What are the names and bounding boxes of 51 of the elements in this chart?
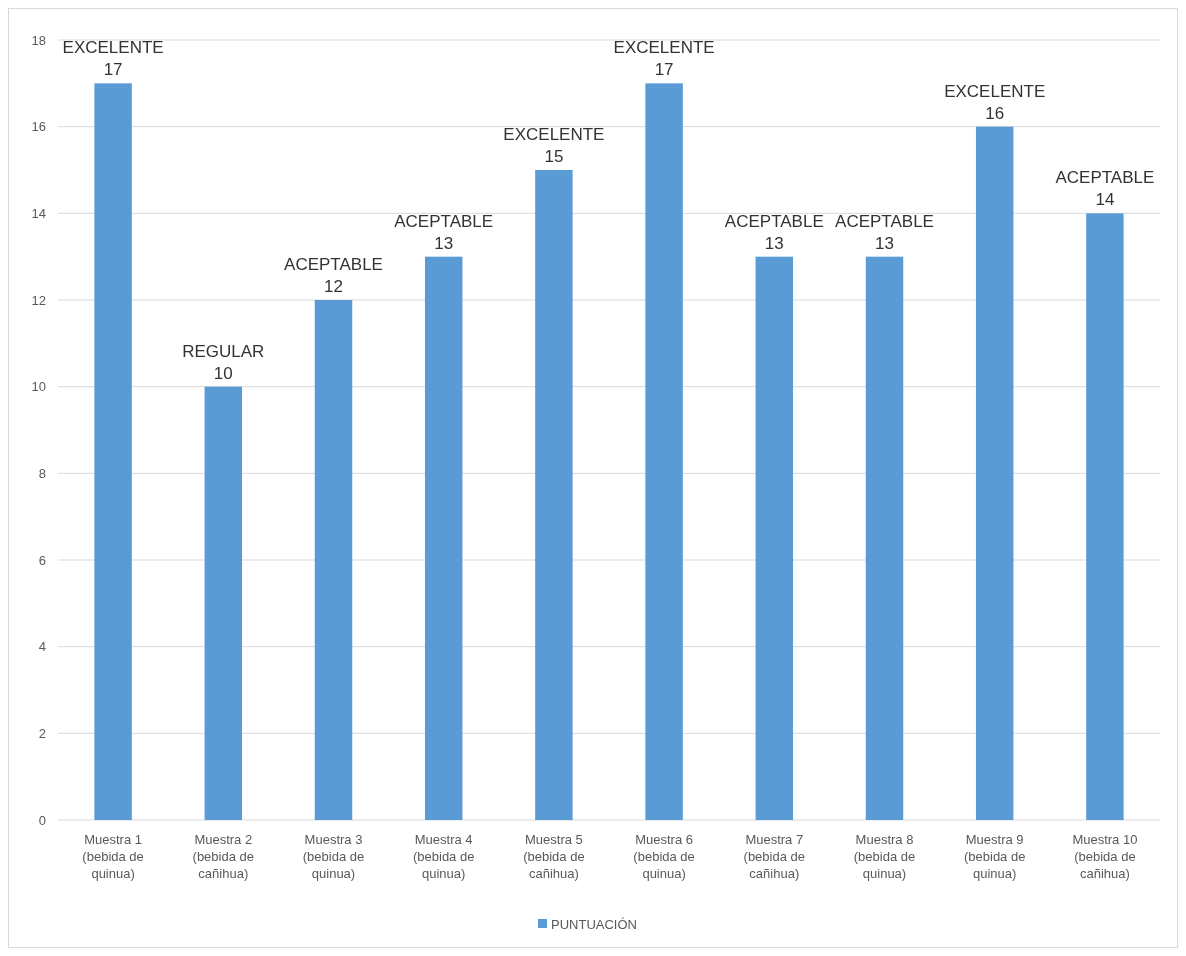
- data-label: 15: [544, 147, 564, 166]
- annotation: ACEPTABLE: [394, 211, 494, 231]
- bar: [94, 83, 132, 820]
- annotation: ACEPTABLE: [284, 255, 383, 274]
- bar: [865, 256, 904, 820]
- y-tick-label: 16: [31, 119, 46, 135]
- annotation: EXCELENTE: [944, 81, 1046, 101]
- y-tick-label: 0: [38, 812, 46, 828]
- y-tick-label: 6: [38, 552, 46, 568]
- x-tick-label: Muestra 3 (bebida de quinua): [302, 832, 365, 881]
- annotation: ACEPTABLE: [835, 211, 934, 231]
- x-tick-label: Muestra 10 (bebida de cañihua): [1072, 832, 1138, 881]
- annotation: ACEPTABLE: [1055, 168, 1155, 188]
- legend-label: PUNTUACIÓN: [551, 916, 637, 932]
- bar: [1086, 213, 1124, 820]
- data-label: 13: [764, 233, 784, 253]
- data-label: 13: [434, 233, 454, 253]
- y-tick-label: 12: [31, 292, 46, 308]
- annotation: EXCELENTE: [62, 38, 164, 58]
- y-tick-label: 4: [38, 639, 46, 655]
- bar: [975, 126, 1014, 820]
- annotation: EXCELENTE: [613, 38, 715, 58]
- annotation: REGULAR: [182, 341, 265, 361]
- y-tick-label: 18: [31, 32, 46, 48]
- bar: [755, 256, 794, 820]
- y-tick-label: 2: [38, 725, 46, 741]
- x-tick-label: Muestra 9 (bebida de quinua): [963, 832, 1026, 881]
- data-label: 13: [875, 233, 894, 253]
- bar: [645, 83, 683, 820]
- annotation: ACEPTABLE: [724, 211, 824, 231]
- x-tick-label: Muestra 1 (bebida de quinua): [82, 832, 144, 881]
- x-tick-label: Muestra 6 (bebida de quinua): [633, 832, 695, 881]
- bar: [424, 256, 463, 820]
- data-label: 17: [654, 60, 674, 80]
- data-label: 12: [324, 277, 343, 296]
- y-tick-label: 14: [31, 205, 46, 221]
- annotation: EXCELENTE: [503, 125, 605, 144]
- bar: [535, 170, 573, 820]
- y-tick-label: 8: [38, 465, 46, 481]
- x-tick-label: Muestra 8 (bebida de quinua): [853, 832, 916, 881]
- data-label: 16: [985, 103, 1005, 123]
- x-tick-label: Muestra 7 (bebida de cañihua): [743, 832, 806, 881]
- x-tick-label: Muestra 4 (bebida de quinua): [412, 832, 475, 881]
- bar: [314, 300, 353, 820]
- x-tick-label: Muestra 5 (bebida de cañihua): [523, 832, 585, 881]
- data-label: 14: [1095, 190, 1115, 210]
- x-tick-label: Muestra 2 (bebida de cañihua): [192, 832, 255, 881]
- data-label: 17: [103, 60, 123, 80]
- y-tick-label: 10: [31, 379, 46, 395]
- data-label: 10: [213, 363, 233, 383]
- bar: [204, 386, 243, 820]
